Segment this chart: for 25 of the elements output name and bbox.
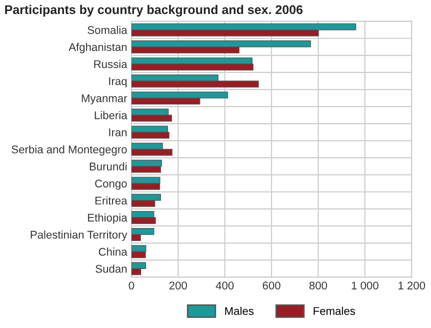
y-tick-label: Iraq — [109, 77, 127, 88]
y-tick-label: Myanmar — [82, 94, 128, 104]
x-tick-label: 0 — [128, 282, 134, 290]
y-tick-label: Palestinian Territory — [30, 230, 128, 241]
x-tick-label: 1 000 — [352, 282, 378, 290]
x-tick-label: 800 — [309, 282, 328, 290]
y-tick-label: Russia — [94, 60, 128, 68]
x-tick-label: 400 — [216, 282, 234, 290]
y-tick-label: Eritrea — [95, 196, 128, 205]
legend-label: Females — [314, 306, 356, 315]
y-tick-label: Liberia — [94, 111, 128, 120]
y-tick-label: Serbia and Montegegro — [12, 145, 127, 156]
chart-title: Participants by country background and sex. 2006 — [5, 4, 303, 17]
y-tick-label: Burundi — [90, 162, 127, 170]
y-tick-label: Iran — [109, 128, 127, 136]
y-tick-label: Somalia — [88, 26, 128, 34]
y-tick-label: Congo — [95, 180, 127, 190]
y-tick-label: Sudan — [96, 264, 127, 273]
x-tick-label: 1 200 — [398, 282, 426, 290]
x-tick-label: 200 — [169, 282, 187, 290]
y-tick-label: Afghanistan — [68, 42, 127, 54]
y-tick-label: Ethiopia — [88, 213, 128, 224]
y-tick-label: China — [98, 248, 128, 256]
legend-label: Males — [225, 306, 254, 315]
x-tick-label: 600 — [262, 282, 280, 290]
